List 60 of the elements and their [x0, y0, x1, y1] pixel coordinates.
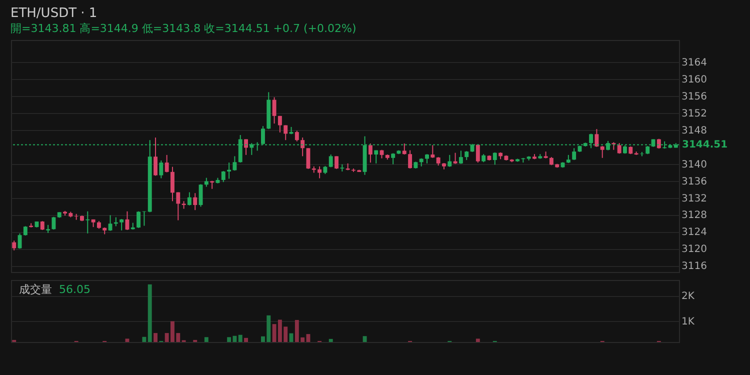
candlestick	[244, 138, 248, 156]
candlestick	[278, 115, 282, 133]
candlestick	[374, 150, 378, 164]
chart-title: ETH/USDT · 1	[10, 6, 98, 21]
candlestick	[391, 152, 396, 165]
candlestick	[458, 150, 463, 164]
ref-line-label: 3144.51	[682, 140, 728, 151]
candlestick	[300, 137, 305, 157]
candlestick	[476, 144, 480, 164]
y-tick-label: 3164	[682, 58, 707, 69]
candlestick	[176, 192, 180, 221]
candlestick	[408, 150, 412, 170]
y-tick-label: 3156	[682, 91, 707, 102]
candlestick	[368, 142, 372, 164]
y-tick-label: 3132	[682, 193, 707, 204]
candlestick	[402, 142, 406, 156]
candlestick	[334, 156, 338, 170]
candlestick	[221, 170, 226, 183]
candlestick	[600, 146, 604, 158]
candlestick	[120, 218, 124, 231]
candlestick	[232, 156, 237, 172]
y-tick-label: 1K	[682, 316, 695, 328]
candlestick	[425, 154, 429, 164]
chart-title: 成交量	[19, 283, 52, 296]
candlestick	[594, 128, 599, 148]
y-tick-label: 3136	[682, 176, 707, 188]
candlestick	[108, 214, 112, 232]
candlestick	[136, 210, 141, 228]
candlestick	[294, 130, 299, 142]
candlestick	[187, 192, 192, 206]
y-tick-label: 3124	[682, 227, 707, 238]
candlestick	[284, 124, 288, 141]
candlestick	[448, 154, 452, 168]
candlestick	[170, 166, 174, 202]
y-tick-label: 3148	[682, 125, 707, 136]
y-tick-label: 2K	[682, 291, 695, 302]
candlestick	[52, 216, 56, 230]
annotation: 56.05	[59, 283, 90, 296]
candlestick	[272, 96, 276, 124]
candlestick	[23, 226, 28, 236]
y-tick-label: 3140	[682, 159, 707, 170]
candlestick	[159, 160, 164, 179]
y-tick-label: 3120	[682, 244, 707, 256]
y-tick-label: 3152	[682, 108, 707, 120]
candlestick	[12, 240, 16, 251]
candlestick	[617, 142, 622, 154]
candlestick	[430, 144, 435, 158]
candlestick	[492, 152, 497, 166]
candlestick	[164, 154, 169, 173]
y-tick-label: 3160	[682, 74, 707, 86]
candlestick	[154, 137, 158, 176]
candlestick	[142, 210, 146, 226]
candlestick	[572, 148, 576, 161]
y-tick-label: 3128	[682, 210, 707, 222]
candlestick	[328, 154, 333, 168]
candlestick	[193, 192, 198, 211]
candlestick	[86, 210, 90, 234]
chart-subtitle: 開=3143.81 高=3144.9 低=3143.8 收=3144.51 +0.7 (+0.02%)	[10, 22, 356, 35]
candlestick	[453, 152, 458, 164]
y-tick-label: 3116	[682, 261, 707, 272]
